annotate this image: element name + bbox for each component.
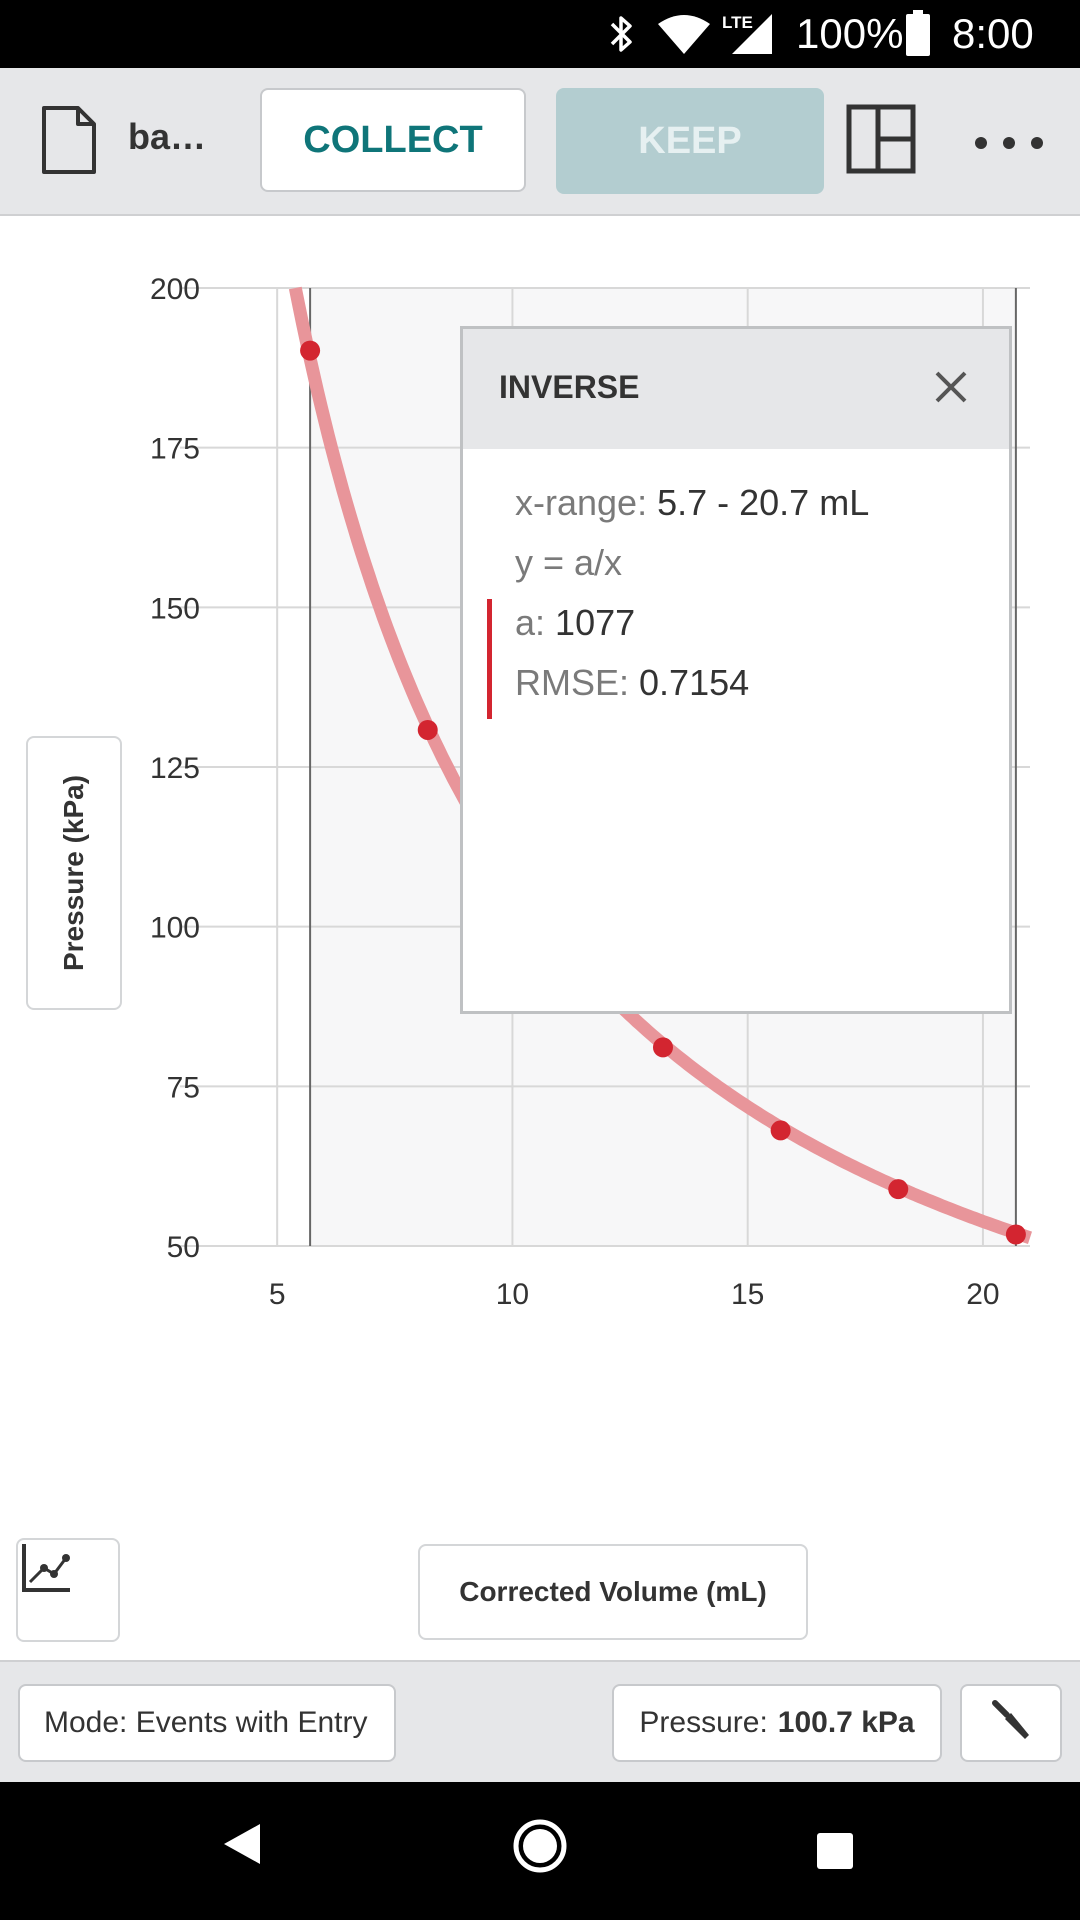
y-tick-label: 75: [167, 1071, 200, 1104]
document-icon[interactable]: [40, 104, 98, 181]
bottom-bar: Mode: Events with Entry Pressure: 100.7 …: [0, 1660, 1080, 1784]
more-options-icon[interactable]: [974, 136, 1044, 155]
close-icon[interactable]: [933, 369, 969, 410]
clock: 8:00: [952, 10, 1034, 57]
sensor-meter-button[interactable]: Pressure: 100.7 kPa: [612, 1684, 942, 1762]
x-range-row: x-range: 5.7 - 20.7 mL: [515, 473, 1009, 533]
probe-icon: [987, 1697, 1035, 1750]
svg-text:LTE: LTE: [722, 13, 753, 32]
inverse-panel-header: INVERSE: [463, 329, 1009, 449]
y-axis-label-button[interactable]: Pressure (kPa): [26, 736, 122, 1010]
back-icon[interactable]: [222, 1822, 262, 1871]
keep-button[interactable]: KEEP: [556, 88, 824, 194]
x-tick-label: 10: [496, 1278, 529, 1311]
y-tick-label: 150: [150, 592, 200, 625]
sensor-probe-button[interactable]: [960, 1684, 1062, 1762]
inverse-panel-title: INVERSE: [499, 369, 640, 405]
data-point: [770, 1120, 791, 1141]
x-range-value: 5.7 - 20.7 mL: [657, 482, 870, 523]
lte-signal-icon: LTE: [718, 10, 778, 61]
a-row: a: 1077: [515, 593, 1009, 653]
recent-apps-icon[interactable]: [816, 1832, 854, 1875]
rmse-label: RMSE:: [515, 662, 630, 703]
y-tick-label: 200: [150, 273, 200, 306]
meter-label: Pressure:: [639, 1706, 768, 1739]
x-axis-label-button[interactable]: Corrected Volume (mL): [418, 1544, 808, 1640]
inverse-fit-panel: INVERSE x-range: 5.7 - 20.7 mL y = a/x a…: [460, 326, 1012, 1014]
home-icon[interactable]: [512, 1818, 568, 1879]
rmse-row: RMSE: 0.7154: [515, 653, 1009, 713]
equation-row: y = a/x: [515, 533, 1009, 593]
a-label: a:: [515, 602, 546, 643]
data-point: [300, 340, 321, 361]
wifi-icon: [656, 14, 712, 61]
y-tick-label: 175: [150, 433, 200, 466]
collect-button[interactable]: COLLECT: [260, 88, 526, 192]
data-point: [888, 1179, 909, 1200]
series-color-marker: [487, 599, 492, 719]
y-tick-label: 50: [167, 1231, 200, 1264]
inverse-panel-body: x-range: 5.7 - 20.7 mL y = a/x a: 1077 R…: [463, 449, 1009, 719]
battery-icon: [906, 10, 930, 61]
battery-percent: 100%: [796, 10, 904, 57]
toolbar: ba… COLLECT KEEP: [0, 68, 1080, 216]
y-tick-label: 100: [150, 912, 200, 945]
x-tick-label: 20: [966, 1278, 999, 1311]
x-tick-label: 15: [731, 1278, 764, 1311]
x-tick-label: 5: [269, 1278, 286, 1311]
layout-icon[interactable]: [846, 104, 916, 179]
meter-value: 100.7 kPa: [777, 1706, 915, 1739]
fit-equation: y = a/x: [515, 542, 623, 583]
mode-button[interactable]: Mode: Events with Entry: [18, 1684, 396, 1762]
y-tick-label: 125: [150, 752, 200, 785]
navigation-bar: [0, 1782, 1080, 1920]
status-bar: LTE 100% 8:00: [0, 0, 1080, 68]
data-point: [417, 719, 438, 740]
file-name[interactable]: ba…: [128, 116, 207, 157]
data-point: [1005, 1224, 1026, 1245]
a-value: 1077: [555, 602, 636, 643]
rmse-value: 0.7154: [639, 662, 750, 703]
data-point: [652, 1037, 673, 1058]
bluetooth-icon: [604, 12, 640, 61]
x-range-label: x-range:: [515, 482, 648, 523]
y-axis-label: Pressure (kPa): [58, 774, 89, 972]
graph-tools-button[interactable]: [16, 1538, 120, 1642]
